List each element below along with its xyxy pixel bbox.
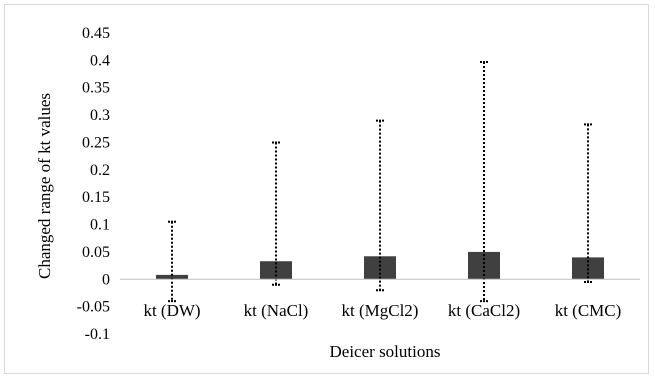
x-tick-label: kt (NaCl) (244, 301, 309, 320)
x-axis-label: Deicer solutions (330, 342, 441, 361)
y-tick-label: 0.15 (82, 189, 110, 206)
x-tick-label: kt (CMC) (555, 301, 622, 320)
y-tick-label: 0.05 (82, 244, 110, 261)
y-tick-label: 0 (102, 271, 110, 288)
chart-frame (4, 4, 649, 374)
y-axis-ticks: 0.45 0.4 0.35 0.3 0.25 0.2 0.15 0.1 0.05 0 -0.05 -0… (77, 25, 110, 343)
y-tick-label: -0.1 (85, 326, 110, 343)
y-tick-label: 0.45 (82, 25, 110, 42)
y-tick-label: 0.1 (90, 217, 110, 234)
y-tick-label: 0.2 (90, 162, 110, 179)
bar (156, 274, 188, 280)
y-tick-label: 0.4 (90, 52, 110, 69)
bar (364, 256, 396, 280)
y-tick-label: -0.05 (77, 299, 110, 316)
error-bars (168, 61, 592, 303)
x-tick-label: kt (MgCl2) (342, 301, 419, 320)
y-axis-label: Changed range of kt values (35, 93, 54, 279)
y-tick-label: 0.35 (82, 80, 110, 97)
y-tick-label: 0.25 (82, 134, 110, 151)
x-tick-label: kt (DW) (143, 301, 200, 320)
x-tick-label: kt (CaCl2) (448, 301, 520, 320)
bar (260, 261, 292, 280)
x-axis-ticks: kt (DW) kt (NaCl) kt (MgCl2) kt (CaCl2) kt (… (143, 301, 621, 320)
y-tick-label: 0.3 (90, 107, 110, 124)
bar (572, 257, 604, 280)
